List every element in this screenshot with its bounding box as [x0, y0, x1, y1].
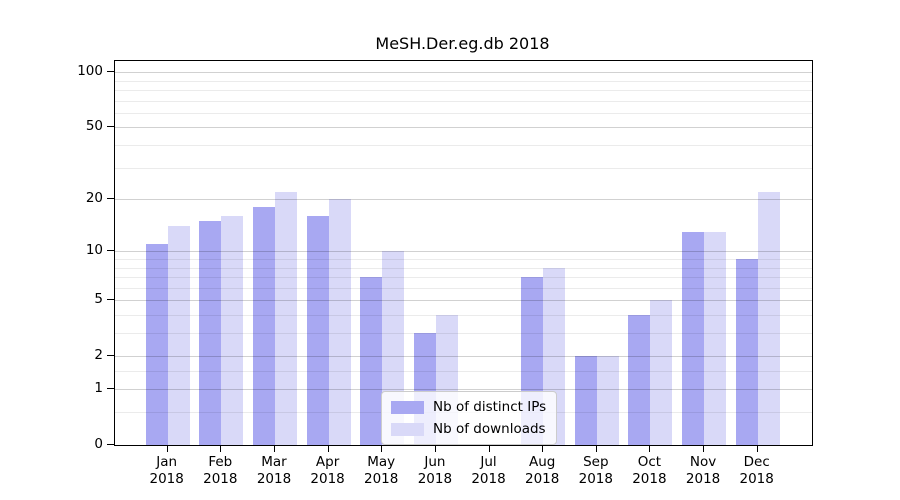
bar-distinct-ips-mar [253, 207, 275, 445]
x-tick-mark [220, 445, 222, 452]
bar-downloads-jan [167, 226, 190, 445]
x-tick-label: Nov 2018 [685, 454, 721, 487]
x-tick-label: Jan 2018 [149, 454, 184, 487]
y-tick-label: 10 [85, 242, 103, 259]
bar-downloads-apr [328, 199, 351, 445]
plot-area: Nb of distinct IPs Nb of downloads [114, 60, 813, 446]
x-tick-mark [542, 445, 544, 452]
minor-gridline [115, 144, 812, 146]
distinct-ips-swatch-icon [391, 400, 424, 414]
minor-gridline [115, 80, 812, 82]
minor-gridline [115, 267, 812, 269]
x-tick-label: Mar 2018 [256, 454, 292, 487]
legend-label-downloads: Nb of downloads [433, 421, 546, 437]
major-gridline [115, 127, 812, 129]
bar-distinct-ips-may [360, 277, 383, 445]
major-gridline [115, 251, 812, 253]
x-tick-mark [327, 445, 329, 452]
y-tick-mark [107, 198, 114, 199]
bar-downloads-feb [221, 216, 244, 445]
y-tick-label: 2 [94, 347, 103, 364]
bar-distinct-ips-nov [682, 231, 705, 445]
x-tick-label: Jul 2018 [471, 454, 506, 487]
minor-gridline [115, 112, 812, 114]
x-tick-mark [274, 445, 275, 452]
x-tick-label: Apr 2018 [310, 454, 345, 487]
x-tick-label: Feb 2018 [203, 454, 238, 487]
y-tick-mark [107, 126, 114, 128]
minor-gridline [115, 89, 812, 91]
grid-layer [115, 61, 812, 445]
x-tick-label: May 2018 [364, 454, 399, 487]
y-tick-label: 1 [94, 380, 103, 396]
x-tick-mark [488, 445, 490, 452]
minor-gridline [115, 333, 812, 334]
minor-gridline [115, 167, 812, 169]
y-tick-label: 100 [77, 63, 103, 80]
bar-distinct-ips-dec [735, 259, 758, 445]
minor-gridline [115, 259, 812, 260]
x-tick-label: Dec 2018 [739, 454, 774, 487]
bar-distinct-ips-oct [628, 315, 651, 445]
y-tick-mark [107, 299, 114, 301]
minor-gridline [115, 100, 812, 102]
x-tick-mark [434, 445, 436, 452]
y-tick-mark [107, 71, 114, 73]
y-tick-mark [107, 250, 114, 252]
downloads-swatch-icon [391, 422, 424, 436]
major-gridline [115, 300, 812, 302]
bar-distinct-ips-sep [574, 356, 597, 445]
x-tick-mark [756, 445, 758, 452]
x-tick-label: Sep 2018 [578, 454, 613, 487]
bar-downloads-dec [757, 191, 780, 445]
minor-gridline [115, 315, 812, 316]
y-tick-mark [107, 355, 114, 357]
x-tick-label: Jun 2018 [417, 454, 453, 487]
x-tick-mark [595, 445, 597, 452]
y-tick-label: 0 [94, 436, 103, 452]
legend-label-distinct-ips: Nb of distinct IPs [433, 399, 547, 415]
y-tick-mark [107, 388, 114, 389]
x-tick-mark [649, 445, 651, 452]
legend: Nb of distinct IPs Nb of downloads [381, 391, 558, 445]
chart-title: MeSH.Der.eg.db 2018 [375, 34, 550, 53]
bar-downloads-nov [704, 231, 727, 445]
major-gridline [115, 389, 812, 390]
minor-gridline [115, 287, 812, 289]
bar-downloads-oct [650, 300, 673, 445]
major-gridline [115, 199, 812, 200]
major-gridline [115, 72, 812, 74]
y-tick-label: 50 [85, 118, 103, 135]
bar-distinct-ips-feb [199, 221, 222, 445]
bar-distinct-ips-jan [145, 244, 168, 445]
y-tick-mark [107, 444, 114, 445]
x-tick-mark [381, 445, 383, 452]
x-tick-label: Oct 2018 [632, 454, 667, 487]
minor-gridline [115, 371, 812, 372]
x-tick-label: Aug 2018 [525, 454, 560, 487]
y-tick-label: 5 [94, 291, 103, 308]
bar-downloads-mar [275, 191, 297, 445]
major-gridline [115, 356, 812, 358]
bars-layer [115, 61, 812, 445]
bar-distinct-ips-apr [306, 216, 329, 445]
x-tick-mark [166, 445, 168, 452]
minor-gridline [115, 277, 812, 278]
x-tick-mark [703, 445, 705, 452]
legend-row-downloads: Nb of downloads [391, 421, 546, 437]
y-tick-label: 20 [85, 190, 103, 206]
legend-row-distinct-ips: Nb of distinct IPs [391, 399, 546, 415]
bar-downloads-sep [596, 356, 619, 445]
